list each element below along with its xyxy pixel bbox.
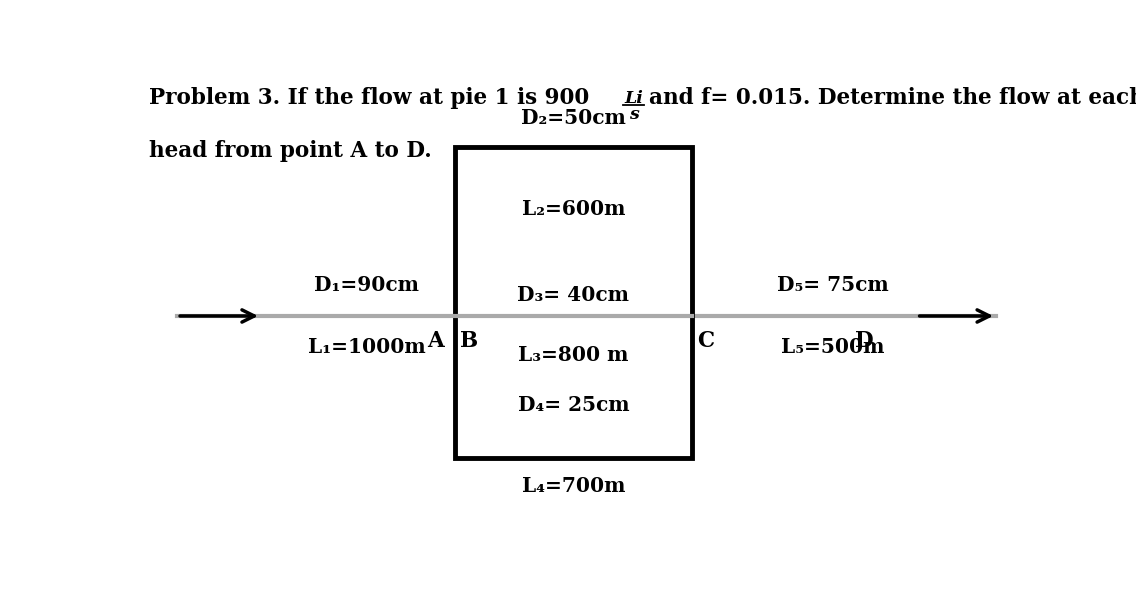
Text: and f= 0.015. Determine the flow at each pipe and also the: and f= 0.015. Determine the flow at each… xyxy=(649,87,1136,109)
Text: B: B xyxy=(460,330,478,352)
Text: D: D xyxy=(855,330,874,352)
Bar xyxy=(454,147,692,458)
Text: L₃=800 m: L₃=800 m xyxy=(518,345,628,365)
Text: D₁=90cm: D₁=90cm xyxy=(314,276,419,295)
Text: D₅= 75cm: D₅= 75cm xyxy=(777,276,889,295)
Text: D₄= 25cm: D₄= 25cm xyxy=(518,395,629,415)
Text: L₂=600m: L₂=600m xyxy=(521,199,625,219)
Text: L₄=700m: L₄=700m xyxy=(521,476,625,496)
Text: L₁=1000m: L₁=1000m xyxy=(308,337,425,356)
Text: head from point A to D.: head from point A to D. xyxy=(149,140,432,162)
Text: A: A xyxy=(427,330,444,352)
Text: D₂=50cm: D₂=50cm xyxy=(521,109,626,128)
Text: Li: Li xyxy=(625,90,643,106)
Text: s: s xyxy=(629,106,638,122)
Text: D₃= 40cm: D₃= 40cm xyxy=(517,285,629,305)
Text: C: C xyxy=(698,330,715,352)
Text: Problem 3. If the flow at pie 1 is 900: Problem 3. If the flow at pie 1 is 900 xyxy=(149,87,593,109)
Text: L₅=500m: L₅=500m xyxy=(782,337,885,356)
